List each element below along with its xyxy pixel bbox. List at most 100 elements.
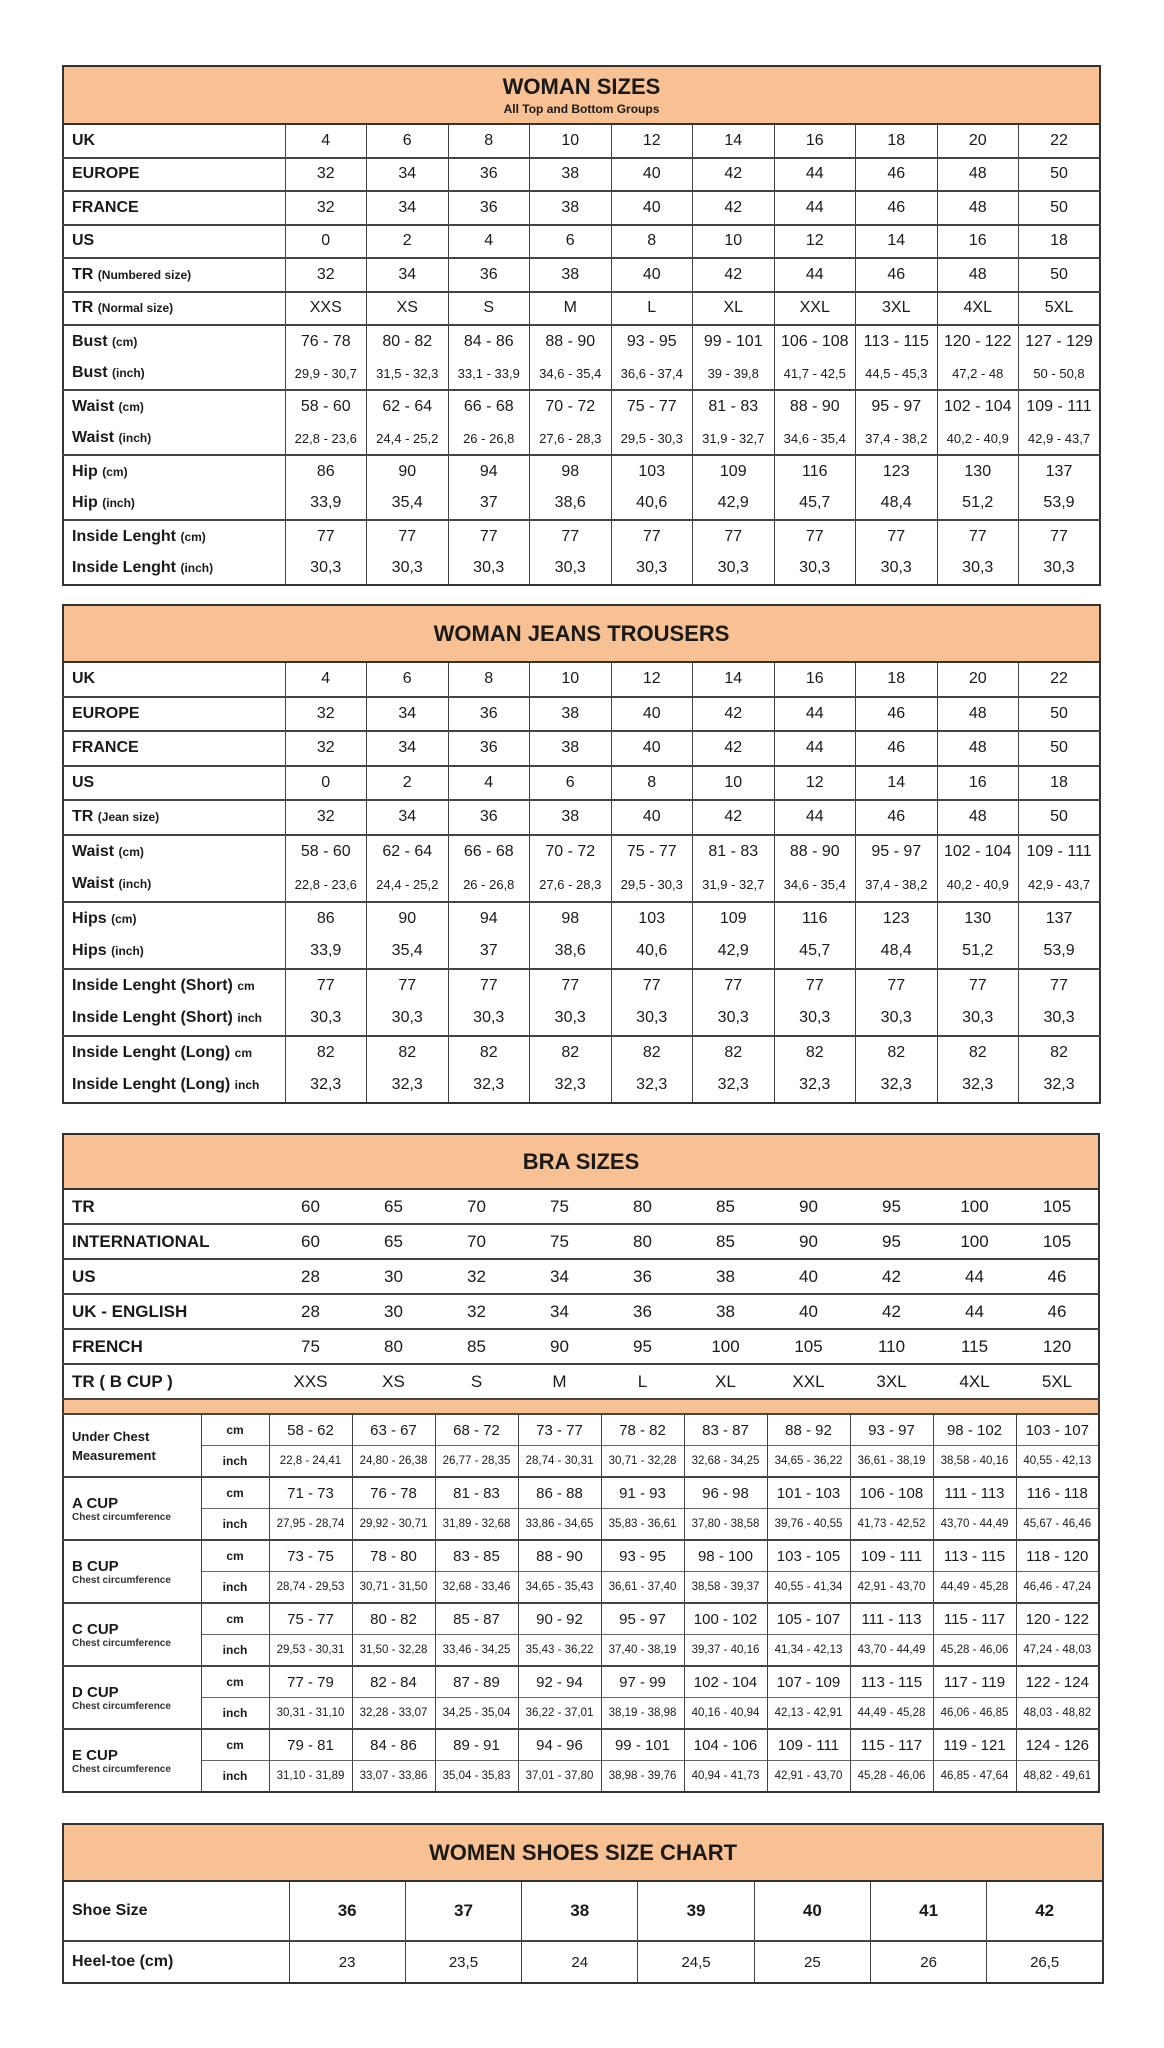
table-cell: 32,3 [692, 1069, 774, 1103]
table-cell: 109 [692, 454, 774, 488]
table-cell: 31,89 - 32,68 [434, 1508, 518, 1540]
table-cell: 75 - 77 [610, 389, 693, 423]
table-cell: 45,28 - 46,06 [932, 1634, 1016, 1666]
table-cell: 35,4 [366, 935, 448, 969]
row-label-text: Hips [72, 942, 107, 960]
table-cell: 44 [933, 1258, 1016, 1294]
table-cell: 40 [610, 799, 693, 835]
table-row: inch 27,95 - 28,74 29,92 - 30,71 31,89 - 32… [63, 1508, 1100, 1540]
table-cell: 36 [601, 1258, 684, 1294]
table-cell: L [601, 1363, 684, 1399]
table-cell: XXS [284, 290, 367, 325]
table-cell: 77 [284, 967, 367, 1002]
row-label: TR [63, 1188, 269, 1224]
table-cell: 46 [855, 695, 937, 731]
table-cell: 46 [855, 730, 937, 766]
table-row: Inside Lenght (inch) 30,3 30,3 30,3 30,3 30,3… [63, 552, 1100, 585]
row-label-text: US [72, 773, 95, 791]
table-cell: 70 [435, 1223, 518, 1259]
table-row: EUROPE 32 34 36 38 40 42 44 46 48 50 [63, 695, 1101, 731]
table-cell: 25 [753, 1940, 871, 1983]
table-cell: 115 - 117 [849, 1728, 933, 1761]
table-cell: 50 - 50,8 [1018, 357, 1100, 390]
row-label-unit: (cm) [111, 911, 137, 926]
table-cell: 58 - 62 [268, 1414, 352, 1446]
table-cell: 6 [529, 223, 611, 258]
table-cell: 100 [933, 1188, 1016, 1224]
table-cell: 32 [284, 257, 367, 292]
row-label-text: Hip [72, 462, 98, 480]
table-cell: 50 [1018, 730, 1101, 766]
table-cell: 95 - 97 [855, 389, 937, 423]
table-cell: 82 [692, 1034, 774, 1069]
table-cell: 113 - 115 [932, 1539, 1016, 1572]
table-cell: 38,58 - 39,37 [683, 1571, 767, 1603]
row-label-text: Hip [72, 494, 98, 512]
table-cell: 2 [366, 223, 448, 258]
table-cell: 32 [284, 156, 367, 191]
table-row: Hips (inch) 33,9 35,4 37 38,6 40,6 42,9 45,7 48,… [63, 935, 1101, 969]
table-title: WOMAN SIZES [502, 74, 661, 99]
table-cell: 80 [601, 1188, 684, 1224]
table-cell: 102 - 104 [936, 389, 1019, 423]
table-cell: 40,2 - 40,9 [936, 422, 1019, 455]
table-row: US 28 30 32 34 36 38 40 42 44 46 [63, 1258, 1100, 1294]
row-label: FRANCE [63, 190, 285, 225]
row-label-text: Inside Lenght (Long) [72, 1043, 231, 1061]
table-cell: 44,49 - 45,28 [849, 1697, 933, 1729]
table-cell: 40 [767, 1258, 850, 1294]
table-row: FRANCE 32 34 36 38 40 42 44 46 48 50 [63, 730, 1101, 766]
table-cell: 8 [447, 123, 530, 158]
table-cell: 36,22 - 37,01 [517, 1697, 601, 1729]
table-cell: 46,85 - 47,64 [932, 1760, 1016, 1792]
table-cell: 38 [684, 1293, 767, 1329]
table-cell: 58 - 60 [284, 389, 367, 423]
table-cell: 117 - 119 [932, 1665, 1016, 1698]
table-row: TR (Numbered size) 32 34 36 38 40 42 44 46 48 50 [63, 257, 1100, 292]
table-cell: 31,9 - 32,7 [692, 868, 774, 902]
table-cell: 42 [986, 1880, 1104, 1941]
table-cell: 10 [529, 661, 611, 697]
unit-label: inch [200, 1760, 269, 1792]
table-cell: 85 [684, 1188, 767, 1224]
table-cell: 101 - 103 [766, 1476, 850, 1509]
table-cell: 36 [447, 156, 530, 191]
row-label-unit: (cm) [112, 334, 138, 349]
table-cell: 14 [855, 223, 937, 258]
table-cell: 50 [1018, 695, 1101, 731]
table-cell: 23,5 [404, 1940, 522, 1983]
table-cell: 42 [692, 190, 774, 225]
table-cell: 4 [284, 123, 367, 158]
unit-label: inch [200, 1697, 269, 1729]
table-cell: 36 [447, 730, 530, 766]
row-label-text: Waist [72, 397, 115, 415]
table-cell: 46 [855, 190, 937, 225]
cup-subtitle: Chest circumference [72, 1511, 171, 1523]
table-cell: 32 [284, 799, 367, 835]
table-cell: 30,3 [284, 552, 367, 585]
table-cell: 34 [366, 190, 448, 225]
table-cell: 40 [610, 156, 693, 191]
table-cell: 34,65 - 36,22 [766, 1445, 850, 1477]
row-label-unit: (inch) [111, 944, 144, 959]
table-cell: 37 [404, 1880, 522, 1941]
table-cell: 86 - 88 [517, 1476, 601, 1509]
table-cell: 22,8 - 23,6 [284, 868, 367, 902]
row-label: Shoe Size [63, 1880, 289, 1941]
table-cell: 73 - 75 [268, 1539, 352, 1572]
row-label: Inside Lenght (Long) cm [63, 1034, 285, 1069]
table-cell: 24,4 - 25,2 [366, 868, 448, 902]
table-cell: 94 [447, 454, 530, 488]
table-cell: 130 [936, 454, 1019, 488]
table-row: E CUP Chest circumference cm 79 - 81 84 - 86… [63, 1728, 1100, 1792]
table-cell: 84 - 86 [351, 1728, 435, 1761]
cup-label: C CUP Chest circumference [63, 1602, 201, 1666]
table-cell: 106 - 108 [849, 1476, 933, 1509]
table-cell: 30,3 [1018, 552, 1100, 585]
table-row: Inside Lenght (cm) 77 77 77 77 77 77 77 77 77 77 [63, 519, 1100, 553]
table-cell: 111 - 113 [932, 1476, 1016, 1509]
table-cell: 81 - 83 [692, 833, 774, 868]
row-label-text: TR [72, 265, 94, 283]
table-cell: 77 [773, 519, 856, 553]
table-cell: 38 [521, 1880, 638, 1941]
